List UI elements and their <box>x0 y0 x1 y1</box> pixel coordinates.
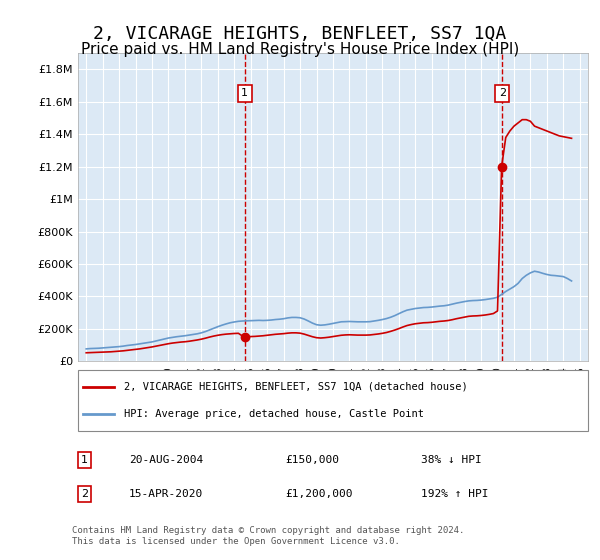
Text: £1,200,000: £1,200,000 <box>285 489 353 499</box>
Text: 2: 2 <box>499 88 506 98</box>
Text: 1: 1 <box>241 88 248 98</box>
Text: 15-APR-2020: 15-APR-2020 <box>128 489 203 499</box>
Text: HPI: Average price, detached house, Castle Point: HPI: Average price, detached house, Cast… <box>124 409 424 419</box>
Text: 2, VICARAGE HEIGHTS, BENFLEET, SS7 1QA (detached house): 2, VICARAGE HEIGHTS, BENFLEET, SS7 1QA (… <box>124 382 467 392</box>
Text: 38% ↓ HPI: 38% ↓ HPI <box>421 455 482 465</box>
Text: 1: 1 <box>81 455 88 465</box>
Text: 192% ↑ HPI: 192% ↑ HPI <box>421 489 488 499</box>
Text: 2, VICARAGE HEIGHTS, BENFLEET, SS7 1QA: 2, VICARAGE HEIGHTS, BENFLEET, SS7 1QA <box>94 25 506 43</box>
Text: £150,000: £150,000 <box>285 455 339 465</box>
Text: 2: 2 <box>81 489 88 499</box>
Text: 20-AUG-2004: 20-AUG-2004 <box>128 455 203 465</box>
FancyBboxPatch shape <box>78 370 588 431</box>
Text: Contains HM Land Registry data © Crown copyright and database right 2024.
This d: Contains HM Land Registry data © Crown c… <box>72 526 464 546</box>
Text: Price paid vs. HM Land Registry's House Price Index (HPI): Price paid vs. HM Land Registry's House … <box>81 42 519 57</box>
